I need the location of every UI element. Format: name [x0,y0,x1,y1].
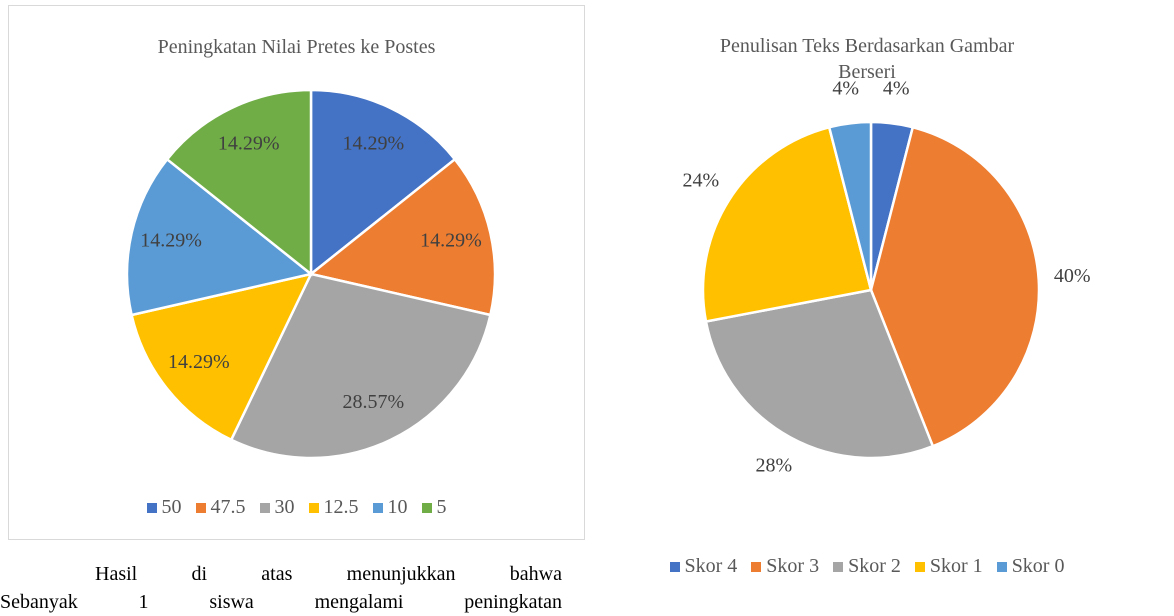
data-label: 14.29% [140,230,202,252]
legend-label: 12.5 [323,496,359,518]
data-label: 28% [756,454,793,476]
legend-item: Skor 2 [833,555,901,578]
pie-slice [869,125,1041,448]
legend-item: Skor 4 [669,555,738,578]
legend-swatch [146,503,157,514]
pie-slice [130,272,314,442]
pie-slice [701,125,873,323]
pie: 4% 40% 28% 24% 4% [682,78,1091,477]
data-label: 14.29% [168,351,230,373]
pie-slice [125,157,314,317]
legend-label: 47.5 [210,496,246,518]
legend-label: Skor 1 [929,555,983,577]
legend-swatch [372,503,383,514]
legend-item: 5 [421,496,447,519]
paragraph: Hasil di atas menunjukkan bahwa Sebanyak… [0,560,562,616]
legend-swatch [751,562,762,573]
data-label: 4% [883,78,910,100]
data-label: 14.29% [420,230,482,252]
chart-title: Peningkatan Nilai Pretes ke Postes [157,36,436,58]
legend-label: Skor 4 [684,555,738,577]
pie: 14.29% 14.29% 28.57% 14.29% 14.29% 14.29% [125,88,497,460]
data-label: 14.29% [218,132,280,154]
chart-panel: Penulisan Teks Berdasarkan Gambar Berser… [600,5,1174,595]
legend-swatch [833,562,844,573]
legend-swatch [421,503,432,514]
legend-item: Skor 3 [751,555,819,578]
paragraph-line: Hasil di atas menunjukkan bahwa [95,563,562,585]
legend-label: Skor 2 [848,555,901,577]
paragraph-line: Sebanyak 1 siswa mengalami peningkatan [0,591,562,613]
pie-slice [704,288,935,460]
legend-item: 47.5 [195,496,246,519]
data-label: 40% [1054,265,1091,287]
legend-swatch [914,562,925,573]
pie-slice [229,272,492,460]
legend: Skor 4 Skor 3 Skor 2 Skor 1 Skor 0 [580,555,1154,578]
legend-label: Skor 3 [766,555,820,577]
chart-panel: Peningkatan Nilai Pretes ke Postes 14.29… [8,5,585,540]
legend-item: 12.5 [308,496,359,519]
legend-swatch [195,503,206,514]
legend-swatch [259,503,270,514]
data-label: 14.29% [342,132,404,154]
legend-item: Skor 0 [996,555,1065,578]
legend-label: 50 [161,496,182,518]
pie-slice [827,120,873,291]
data-label: 28.57% [342,391,404,413]
legend-label: Skor 0 [1011,555,1065,577]
legend: 50 47.5 30 12.5 10 5 [9,496,584,519]
pie-slice [165,88,313,277]
pie-slice [308,157,497,317]
legend-swatch [669,562,680,573]
legend-label: 30 [274,496,295,518]
chart-title: Penulisan Teks Berdasarkan Gambar Berser… [719,35,1015,83]
legend-item: 30 [259,496,295,519]
legend-label: 5 [436,496,447,518]
legend-item: Skor 1 [914,555,983,578]
legend-item: 50 [146,496,182,519]
legend-label: 10 [387,496,408,518]
legend-swatch [996,562,1007,573]
legend-item: 10 [372,496,408,519]
data-label: 24% [682,170,719,192]
pie-slice [309,88,457,277]
data-label: 4% [832,78,859,100]
legend-swatch [308,503,319,514]
